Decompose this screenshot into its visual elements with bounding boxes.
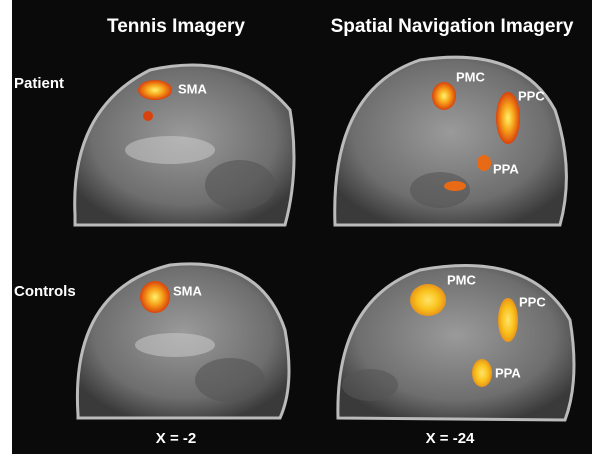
- region-label: SMA: [178, 81, 208, 96]
- coordinate-label: X = -2: [156, 430, 196, 447]
- region-label: PMC: [447, 272, 477, 287]
- column-title: Tennis Imagery: [107, 16, 245, 37]
- column-title: Spatial Navigation Imagery: [331, 16, 574, 37]
- coordinate-label: X = -24: [426, 430, 475, 447]
- region-label: PPC: [519, 294, 546, 309]
- figure: Tennis Imagery Spatial Navigation Imager…: [0, 0, 592, 454]
- region-label: SMA: [173, 283, 203, 298]
- region-label: PMC: [456, 69, 486, 84]
- region-label: PPA: [493, 161, 519, 176]
- row-label: Controls: [14, 283, 76, 300]
- region-label: PPC: [518, 88, 545, 103]
- row-label: Patient: [14, 75, 64, 92]
- region-label: PPA: [495, 365, 521, 380]
